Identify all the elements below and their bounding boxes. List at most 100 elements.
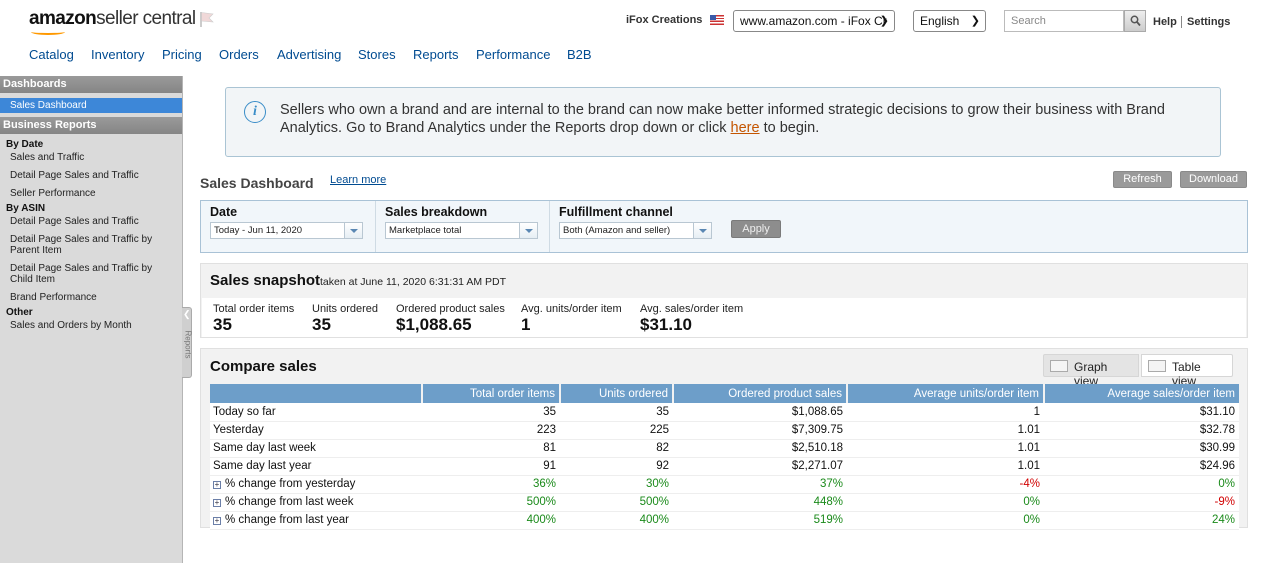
header-divider xyxy=(1181,16,1182,28)
column-header: Average units/order item xyxy=(847,384,1045,403)
table-cell: $31.10 xyxy=(1044,403,1239,422)
chevron-down-icon: ❯ xyxy=(970,15,980,27)
sidebar-item-asin-detail-page[interactable]: Detail Page Sales and Traffic xyxy=(10,216,139,227)
top-bar: amazonseller central iFox Creations www.… xyxy=(0,0,1261,44)
flag-icon[interactable] xyxy=(199,11,215,27)
nav-catalog[interactable]: Catalog xyxy=(29,47,74,62)
logo-main: amazon xyxy=(29,8,97,29)
search-placeholder: Search xyxy=(1011,15,1046,27)
chevron-down-icon: ❯ xyxy=(879,15,889,27)
expand-icon[interactable]: + xyxy=(213,516,221,525)
reports-tab-label: Reports xyxy=(183,330,193,359)
sidebar-header-business-reports: Business Reports xyxy=(0,117,182,134)
metric-avg-units: Avg. units/order item 1 xyxy=(521,303,622,335)
help-link[interactable]: Help xyxy=(1153,16,1177,28)
change-cell: 0% xyxy=(1044,475,1239,494)
change-label: % change from last year xyxy=(225,514,350,526)
apply-button[interactable]: Apply xyxy=(731,220,781,238)
sidebar-item-detail-page-sales-traffic[interactable]: Detail Page Sales and Traffic xyxy=(10,170,139,181)
date-filter: Date Today - Jun 11, 2020 xyxy=(201,201,375,252)
sidebar-item-brand-performance[interactable]: Brand Performance xyxy=(10,292,97,303)
change-cell: 448% xyxy=(673,493,847,512)
nav-reports[interactable]: Reports xyxy=(413,47,459,62)
settings-link[interactable]: Settings xyxy=(1187,16,1231,28)
table-cell: $24.96 xyxy=(1044,457,1239,476)
row-label: Yesterday xyxy=(210,421,422,440)
table-view-button[interactable]: Table view xyxy=(1141,354,1233,388)
metric-label: Units ordered xyxy=(312,303,379,315)
table-cell: $2,271.07 xyxy=(673,457,847,476)
date-dropdown[interactable]: Today - Jun 11, 2020 xyxy=(210,222,363,239)
sidebar-item-asin-by-parent[interactable]: Detail Page Sales and Traffic by Parent … xyxy=(10,234,153,256)
metric-ordered-product-sales: Ordered product sales $1,088.65 xyxy=(396,303,505,335)
marketplace-value: www.amazon.com - iFox Cr xyxy=(740,14,887,28)
breakdown-dropdown[interactable]: Marketplace total xyxy=(385,222,538,239)
change-cell: 37% xyxy=(673,475,847,494)
nav-b2b[interactable]: B2B xyxy=(567,47,592,62)
table-cell: 225 xyxy=(560,421,673,440)
sidebar-item-seller-performance[interactable]: Seller Performance xyxy=(10,188,96,199)
change-cell: 24% xyxy=(1044,511,1239,530)
metric-value: 35 xyxy=(213,315,232,334)
change-row-label: + % change from last year xyxy=(210,511,422,530)
dropdown-arrow-icon xyxy=(344,223,362,238)
change-label: % change from yesterday xyxy=(225,478,356,490)
change-cell: 30% xyxy=(560,475,673,494)
metric-value: $31.10 xyxy=(640,315,692,334)
change-row: +% change from last year 400% 400% 519% 0% 24… xyxy=(210,511,1239,530)
table-row: Same day last year 91 92 $2,271.07 1.01 $24.9… xyxy=(210,457,1239,476)
sidebar-group-by-date: By Date xyxy=(6,139,44,150)
compare-table: Total order items Units ordered Ordered … xyxy=(210,384,1239,530)
change-row-label: + % change from yesterday xyxy=(210,475,422,494)
change-cell: 0% xyxy=(847,511,1044,530)
main-nav: Catalog Inventory Pricing Orders Adverti… xyxy=(0,44,1261,68)
metric-units-ordered: Units ordered 35 xyxy=(312,303,378,335)
column-header: Total order items xyxy=(422,384,561,403)
nav-pricing[interactable]: Pricing xyxy=(162,47,202,62)
reports-collapse-tab[interactable]: ❮ Reports xyxy=(182,307,193,378)
table-row: Same day last week 81 82 $2,510.18 1.01 $30.9… xyxy=(210,439,1239,458)
table-cell: 35 xyxy=(422,403,560,422)
breakdown-label: Sales breakdown xyxy=(385,205,488,219)
change-row: + % change from yesterday 36% 30% 37% -4% 0% xyxy=(210,475,1239,494)
metric-avg-sales: Avg. sales/order item $31.10 xyxy=(640,303,743,335)
table-cell: $1,088.65 xyxy=(673,403,847,422)
nav-performance[interactable]: Performance xyxy=(476,47,551,62)
amazon-seller-central-logo[interactable]: amazonseller central xyxy=(29,8,196,35)
us-flag-icon xyxy=(710,15,724,25)
nav-inventory[interactable]: Inventory xyxy=(91,47,145,62)
expand-icon[interactable]: + xyxy=(213,480,221,489)
sidebar-item-sales-orders-by-month[interactable]: Sales and Orders by Month xyxy=(10,320,132,331)
nav-stores[interactable]: Stores xyxy=(358,47,396,62)
marketplace-select[interactable]: www.amazon.com - iFox Cr ❯ xyxy=(733,10,895,32)
banner-here-link[interactable]: here xyxy=(730,120,760,136)
banner-text-after: to begin. xyxy=(759,120,820,136)
nav-orders[interactable]: Orders xyxy=(219,47,259,62)
search-input[interactable]: Search xyxy=(1004,10,1124,32)
language-select[interactable]: English ❯ xyxy=(913,10,986,32)
table-cell: 223 xyxy=(422,421,560,440)
refresh-button[interactable]: Refresh xyxy=(1113,171,1172,188)
expand-icon[interactable]: + xyxy=(213,498,221,507)
change-row: +% change from last week 500% 500% 448% 0% -9… xyxy=(210,493,1239,512)
dropdown-arrow-icon xyxy=(693,223,711,238)
chevron-left-icon: ❮ xyxy=(183,309,191,319)
breakdown-filter: Sales breakdown Marketplace total xyxy=(375,201,549,252)
search-button[interactable] xyxy=(1124,10,1146,32)
download-button[interactable]: Download xyxy=(1180,171,1247,188)
sidebar-item-asin-by-child[interactable]: Detail Page Sales and Traffic by Child I… xyxy=(10,263,153,285)
learn-more-link[interactable]: Learn more xyxy=(330,174,387,186)
sidebar-item-sales-dashboard[interactable]: Sales Dashboard xyxy=(0,98,182,113)
sidebar-group-by-asin: By ASIN xyxy=(6,203,46,214)
change-label: % change from last week xyxy=(225,496,354,508)
row-label: Today so far xyxy=(210,403,422,422)
column-header: Ordered product sales xyxy=(673,384,848,403)
sidebar-item-sales-and-traffic[interactable]: Sales and Traffic xyxy=(10,152,85,163)
table-cell: 1.01 xyxy=(847,439,1044,458)
store-name[interactable]: iFox Creations xyxy=(626,14,703,26)
info-icon: i xyxy=(244,101,266,123)
nav-advertising[interactable]: Advertising xyxy=(277,47,342,62)
graph-view-button[interactable]: Graph view xyxy=(1043,354,1139,388)
channel-dropdown[interactable]: Both (Amazon and seller) xyxy=(559,222,712,239)
table-cell: $30.99 xyxy=(1044,439,1239,458)
